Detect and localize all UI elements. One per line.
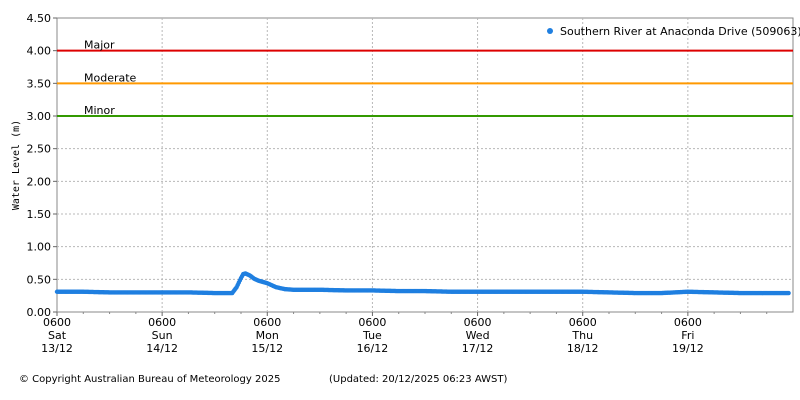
x-tick-label: 19/12 (672, 342, 704, 355)
x-tick-label: Mon (256, 329, 279, 342)
updated-timestamp: (Updated: 20/12/2025 06:23 AWST) (329, 374, 508, 385)
x-tick-label: 0600 (148, 316, 176, 329)
x-tick-label: 0600 (674, 316, 702, 329)
y-tick-label: 4.50 (27, 12, 52, 25)
x-tick-label: 14/12 (146, 342, 178, 355)
threshold-label-minor: Minor (84, 104, 115, 117)
threshold-label-moderate: Moderate (84, 71, 137, 84)
x-tick-label: 0600 (569, 316, 597, 329)
copyright-text: © Copyright Australian Bureau of Meteoro… (19, 374, 281, 385)
legend-label: Southern River at Anaconda Drive (509063… (560, 25, 800, 38)
x-tick-label: 0600 (464, 316, 492, 329)
series-points (54, 271, 791, 296)
x-tick-label: 16/12 (357, 342, 389, 355)
y-tick-label: 1.00 (27, 241, 52, 254)
y-tick-label: 0.00 (27, 306, 52, 319)
water-level-chart: 0.00 0.50 1.00 1.50 2.00 2.50 3.00 3.50 4.00 4.50… (11, 12, 800, 355)
x-tick-label: 0600 (43, 316, 71, 329)
x-tick-label: Fri (681, 329, 694, 342)
x-tick-label: 13/12 (41, 342, 73, 355)
y-tick-label: 1.50 (27, 208, 52, 221)
data-point (786, 290, 791, 296)
y-tick-label: 4.00 (27, 45, 52, 58)
x-tick-label: Thu (571, 329, 593, 342)
x-tick-label: Wed (466, 329, 490, 342)
x-tick-label: 15/12 (251, 342, 283, 355)
threshold-label-major: Major (84, 39, 115, 52)
y-tick-label: 2.50 (27, 143, 52, 156)
x-tick-label: 18/12 (567, 342, 599, 355)
y-tick-label: 3.00 (27, 110, 52, 123)
x-tick-label: 0600 (358, 316, 386, 329)
x-tick-label: Sat (48, 329, 67, 342)
plot-area (56, 17, 794, 313)
x-tick-label: 17/12 (462, 342, 494, 355)
y-tick-label: 2.00 (27, 175, 52, 188)
x-tick-label: Tue (362, 329, 382, 342)
y-tick-label: 0.50 (27, 273, 52, 286)
y-tick-label: 3.50 (27, 77, 52, 90)
x-tick-label: 0600 (253, 316, 281, 329)
legend-marker (547, 28, 553, 34)
x-tick-label: Sun (152, 329, 173, 342)
y-axis-label: Water Level (m) (11, 120, 22, 210)
